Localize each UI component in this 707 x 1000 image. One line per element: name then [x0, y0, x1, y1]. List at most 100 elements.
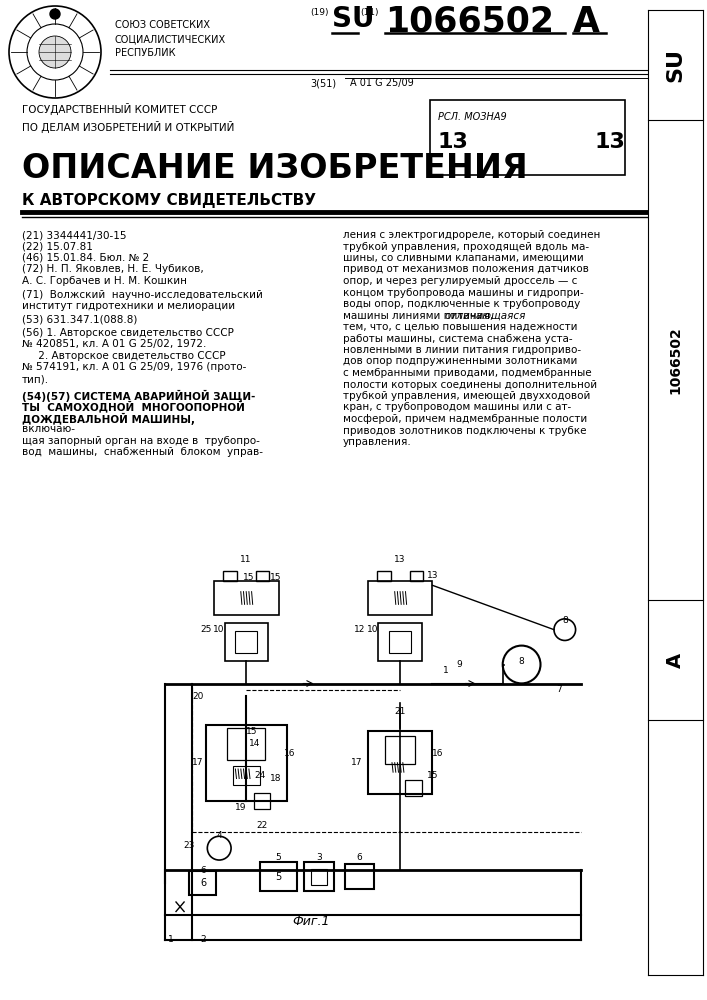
Circle shape — [207, 836, 231, 860]
Text: ОПИСАНИЕ ИЗОБРЕТЕНИЯ: ОПИСАНИЕ ИЗОБРЕТЕНИЯ — [22, 152, 527, 185]
Text: 16: 16 — [284, 749, 295, 758]
Text: 11: 11 — [240, 556, 252, 564]
Bar — [406, 780, 421, 796]
Text: 14: 14 — [249, 739, 260, 748]
Circle shape — [503, 646, 540, 683]
Text: 12: 12 — [354, 625, 366, 634]
Text: 1066502: 1066502 — [669, 326, 682, 394]
Text: 4: 4 — [216, 831, 222, 840]
Text: дов опор подпружиненными золотниками: дов опор подпружиненными золотниками — [343, 357, 578, 366]
Bar — [214, 581, 279, 615]
Text: тем, что, с целью повышения надежности: тем, что, с целью повышения надежности — [343, 322, 578, 332]
Text: с мембранными приводами, подмембранные: с мембранными приводами, подмембранные — [343, 368, 592, 378]
Text: тип).: тип). — [22, 374, 49, 384]
Text: отличающаяся: отличающаяся — [445, 310, 527, 320]
Text: 6: 6 — [200, 866, 206, 875]
Text: СОЮЗ СОВЕТСКИХ
СОЦИАЛИСТИЧЕСКИХ
РЕСПУБЛИК: СОЮЗ СОВЕТСКИХ СОЦИАЛИСТИЧЕСКИХ РЕСПУБЛИ… — [115, 20, 226, 58]
Text: А. С. Горбачев и Н. М. Кошкин: А. С. Горбачев и Н. М. Кошкин — [22, 276, 187, 286]
Text: концом трубопровода машины и гидропри-: концом трубопровода машины и гидропри- — [343, 288, 584, 298]
Text: кран, с трубопроводом машины или с ат-: кран, с трубопроводом машины или с ат- — [343, 402, 571, 412]
Text: 5: 5 — [276, 872, 281, 882]
Text: 18: 18 — [270, 774, 281, 783]
Text: трубкой управления, имеющей двухходовой: трубкой управления, имеющей двухходовой — [343, 391, 590, 401]
Text: 17: 17 — [351, 758, 363, 767]
Text: А 01 G 25/09: А 01 G 25/09 — [350, 78, 414, 88]
Text: 7: 7 — [556, 685, 562, 694]
Text: Фиг.1: Фиг.1 — [292, 915, 329, 928]
Text: 8: 8 — [562, 616, 568, 625]
Text: работы машины, система снабжена уста-: работы машины, система снабжена уста- — [343, 334, 573, 344]
Bar — [409, 571, 423, 581]
Text: (21) 3344441/30-15: (21) 3344441/30-15 — [22, 230, 127, 240]
Text: 17: 17 — [192, 758, 204, 767]
Text: (71)  Волжский  научно-исследовательский: (71) Волжский научно-исследовательский — [22, 290, 263, 300]
Text: 8: 8 — [519, 657, 525, 666]
Circle shape — [39, 36, 71, 68]
Text: 13: 13 — [395, 556, 406, 564]
Bar — [255, 793, 271, 809]
Bar — [368, 731, 433, 794]
Text: привод от механизмов положения датчиков: привод от механизмов положения датчиков — [343, 264, 589, 274]
Text: (53) 631.347.1(088.8): (53) 631.347.1(088.8) — [22, 314, 137, 324]
Text: A: A — [666, 652, 685, 668]
Text: 6: 6 — [357, 853, 363, 862]
Circle shape — [50, 9, 60, 19]
Text: 15: 15 — [246, 726, 257, 736]
Text: 2. Авторское свидетельство СССР: 2. Авторское свидетельство СССР — [22, 351, 226, 361]
Text: 1: 1 — [168, 936, 173, 944]
Text: 3: 3 — [316, 853, 322, 862]
Text: (72) Н. П. Яковлев, Н. Е. Чубиков,: (72) Н. П. Яковлев, Н. Е. Чубиков, — [22, 264, 204, 274]
Text: 13: 13 — [595, 132, 626, 152]
Bar — [390, 631, 411, 653]
Text: (19): (19) — [310, 8, 329, 17]
Text: SU: SU — [332, 5, 375, 33]
Text: ДОЖДЕВАЛЬНОЙ МАШИНЫ,: ДОЖДЕВАЛЬНОЙ МАШИНЫ, — [22, 412, 195, 425]
Text: воды опор, подключенные к трубопроводу: воды опор, подключенные к трубопроводу — [343, 299, 580, 309]
Bar — [189, 871, 216, 895]
Text: 19: 19 — [235, 802, 247, 812]
Text: машины линиями питания,: машины линиями питания, — [343, 310, 496, 320]
Text: ТЫ  САМОХОДНОЙ  МНОГООПОРНОЙ: ТЫ САМОХОДНОЙ МНОГООПОРНОЙ — [22, 401, 245, 413]
Text: 20: 20 — [192, 692, 204, 701]
Text: 3(51): 3(51) — [310, 78, 336, 88]
Text: мосферой, причем надмембранные полости: мосферой, причем надмембранные полости — [343, 414, 588, 424]
Text: 10: 10 — [368, 625, 379, 634]
Text: опор, и через регулируемый дроссель — с: опор, и через регулируемый дроссель — с — [343, 276, 578, 286]
Text: (54)(57) СИСТЕМА АВАРИЙНОЙ ЗАЩИ-: (54)(57) СИСТЕМА АВАРИЙНОЙ ЗАЩИ- — [22, 389, 255, 402]
Bar — [377, 571, 391, 581]
Text: ГОСУДАРСТВЕННЫЙ КОМИТЕТ СССР
ПО ДЕЛАМ ИЗОБРЕТЕНИЙ И ОТКРЫТИЙ: ГОСУДАРСТВЕННЫЙ КОМИТЕТ СССР ПО ДЕЛАМ ИЗ… — [22, 103, 235, 133]
Text: A: A — [573, 5, 600, 39]
Text: приводов золотников подключены к трубке: приводов золотников подключены к трубке — [343, 426, 587, 436]
Bar — [648, 0, 703, 975]
Bar — [225, 623, 268, 661]
Text: РСЛ. МОЗНА9: РСЛ. МОЗНА9 — [438, 112, 507, 122]
Circle shape — [554, 619, 575, 640]
Text: институт гидротехники и мелиорации: институт гидротехники и мелиорации — [22, 301, 235, 311]
Text: 1: 1 — [443, 666, 449, 675]
Text: 24: 24 — [254, 771, 265, 780]
Text: полости которых соединены дополнительной: полости которых соединены дополнительной — [343, 379, 597, 389]
Bar — [227, 728, 265, 760]
Text: 1066502: 1066502 — [385, 5, 554, 39]
Text: 15: 15 — [243, 573, 255, 582]
Text: вод  машины,  снабженный  блоком  управ-: вод машины, снабженный блоком управ- — [22, 447, 263, 457]
Text: 2: 2 — [200, 936, 206, 944]
Text: (22) 15.07.81: (22) 15.07.81 — [22, 241, 93, 251]
Text: щая запорный орган на входе в  трубопро-: щая запорный орган на входе в трубопро- — [22, 436, 260, 446]
Text: (56) 1. Авторское свидетельство СССР: (56) 1. Авторское свидетельство СССР — [22, 328, 234, 338]
Text: К АВТОРСКОМУ СВИДЕТЕЛЬСТВУ: К АВТОРСКОМУ СВИДЕТЕЛЬСТВУ — [22, 193, 316, 208]
Bar — [206, 725, 287, 801]
Text: 5: 5 — [276, 853, 281, 862]
Bar — [378, 623, 421, 661]
Bar — [345, 864, 375, 889]
Text: 15: 15 — [427, 771, 438, 780]
Text: включаю-: включаю- — [22, 424, 75, 434]
Text: 15: 15 — [270, 573, 281, 582]
Text: шины, со сливными клапанами, имеющими: шины, со сливными клапанами, имеющими — [343, 253, 584, 263]
Text: управления.: управления. — [343, 437, 411, 447]
Text: 13: 13 — [427, 571, 438, 580]
Bar — [311, 869, 327, 885]
Text: трубкой управления, проходящей вдоль ма-: трубкой управления, проходящей вдоль ма- — [343, 241, 589, 251]
Text: 16: 16 — [432, 749, 444, 758]
Bar — [256, 571, 269, 581]
